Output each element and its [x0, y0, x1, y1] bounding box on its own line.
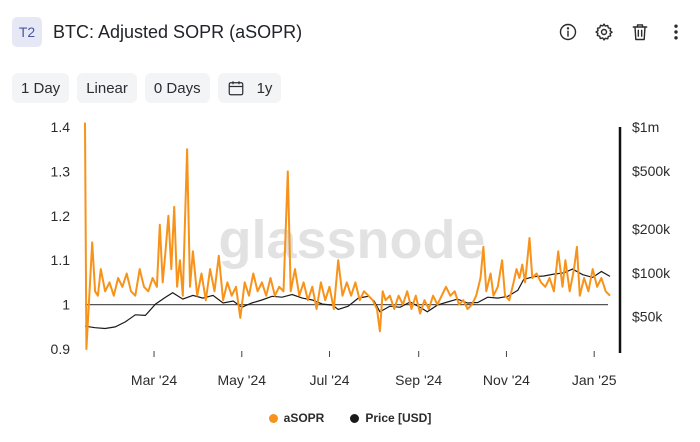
legend-item-price[interactable]: Price [USD] [350, 411, 431, 425]
right-tick-label-2: $200k [632, 221, 671, 237]
header-actions [556, 20, 688, 44]
left-tick-label-2: 1.2 [51, 208, 71, 224]
x-tick-label-4: Nov '24 [483, 372, 530, 388]
left-axis: 1.4 1.3 1.2 1.1 1 0.9 [51, 119, 71, 357]
left-tick-label-0: 1.4 [51, 119, 71, 135]
right-tick-label-3: $100k [632, 265, 671, 281]
x-tick-label-1: May '24 [217, 372, 266, 388]
chart-header: T2 BTC: Adjusted SOPR (aSOPR) [12, 16, 688, 48]
legend-dot-asopr [268, 413, 278, 423]
chart-title: BTC: Adjusted SOPR (aSOPR) [53, 21, 303, 42]
chart-area[interactable]: glassnode 1.4 1.3 1.2 1.1 1 0.9 $1m $500k $200k… [0, 110, 700, 410]
left-tick-label-3: 1.1 [51, 252, 71, 268]
calendar-icon [228, 81, 243, 96]
x-tick-label-5: Jan '25 [572, 372, 617, 388]
info-icon[interactable] [556, 20, 580, 44]
watermark-text: glassnode [218, 210, 485, 270]
legend-label-price: Price [USD] [365, 411, 432, 425]
gear-icon[interactable] [592, 20, 616, 44]
x-axis: Mar '24 May '24 Jul '24 Sep '24 Nov '24 Jan '… [131, 351, 617, 388]
range-button[interactable]: 1y [217, 73, 282, 103]
right-axis: $1m $500k $200k $100k $50k [632, 119, 671, 325]
scale-button[interactable]: Linear [77, 73, 137, 103]
right-tick-label-4: $50k [632, 309, 663, 325]
tier-badge: T2 [12, 17, 42, 47]
price-series-line [84, 268, 611, 330]
left-tick-label-5: 0.9 [51, 341, 71, 357]
right-tick-label-0: $1m [632, 119, 659, 135]
x-tick-label-3: Sep '24 [395, 372, 442, 388]
legend-item-asopr[interactable]: aSOPR [268, 411, 325, 425]
resolution-button[interactable]: 1 Day [12, 73, 70, 103]
left-tick-label-1: 1.3 [51, 163, 71, 179]
legend-dot-price [350, 413, 360, 423]
chart-legend: aSOPR Price [USD] [0, 411, 700, 425]
more-vertical-icon[interactable] [664, 20, 688, 44]
left-tick-label-4: 1 [62, 297, 70, 313]
right-tick-label-1: $500k [632, 163, 671, 179]
asopr-series-line [84, 122, 611, 350]
range-label: 1y [256, 79, 273, 97]
chart-toolbar: 1 Day Linear 0 Days 1y [12, 73, 282, 103]
legend-label-asopr: aSOPR [283, 411, 325, 425]
trash-icon[interactable] [628, 20, 652, 44]
x-tick-label-2: Jul '24 [310, 372, 350, 388]
moving-average-button[interactable]: 0 Days [144, 73, 210, 103]
x-tick-label-0: Mar '24 [131, 372, 177, 388]
